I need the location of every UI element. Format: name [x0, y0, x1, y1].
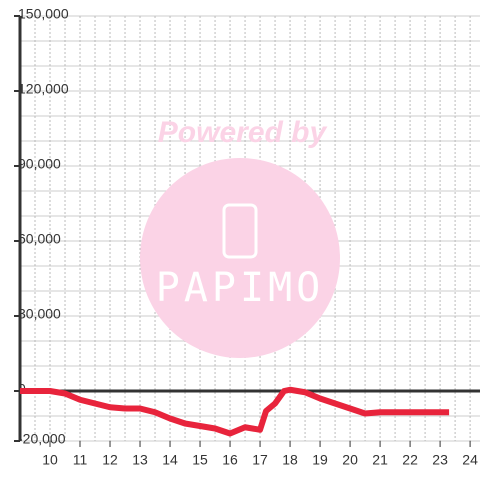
- y-tick-label: -20,000: [18, 431, 66, 447]
- y-tick-label: 120,000: [18, 81, 69, 97]
- x-tick-label: 10: [42, 452, 58, 468]
- x-tick-label: 12: [102, 452, 118, 468]
- x-tick-label: 11: [73, 452, 88, 468]
- watermark-title: Powered by: [158, 116, 328, 149]
- x-tick-label: 23: [432, 452, 448, 468]
- x-tick-label: 16: [222, 452, 238, 468]
- y-tick-label: 150,000: [18, 6, 69, 22]
- x-tick-label: 24: [462, 452, 478, 468]
- x-tick-label: 15: [192, 452, 208, 468]
- x-tick-label: 17: [252, 452, 268, 468]
- x-tick-label: 18: [282, 452, 298, 468]
- watermark-phone: [222, 203, 258, 259]
- plot: -20,000030,00060,00090,000120,000150,000…: [14, 6, 480, 468]
- x-tick-label: 19: [312, 452, 328, 468]
- x-tick-label: 20: [342, 452, 358, 468]
- x-tick-label: 21: [372, 452, 388, 468]
- y-tick-label: 90,000: [18, 156, 61, 172]
- x-tick-label: 14: [162, 452, 178, 468]
- x-tick-label: 22: [402, 452, 418, 468]
- x-tick-label: 13: [132, 452, 148, 468]
- y-tick-label: 30,000: [18, 306, 61, 322]
- y-tick-label: 60,000: [18, 231, 61, 247]
- data-line: [20, 386, 450, 437]
- watermark-logo: PAPIMO: [156, 265, 325, 311]
